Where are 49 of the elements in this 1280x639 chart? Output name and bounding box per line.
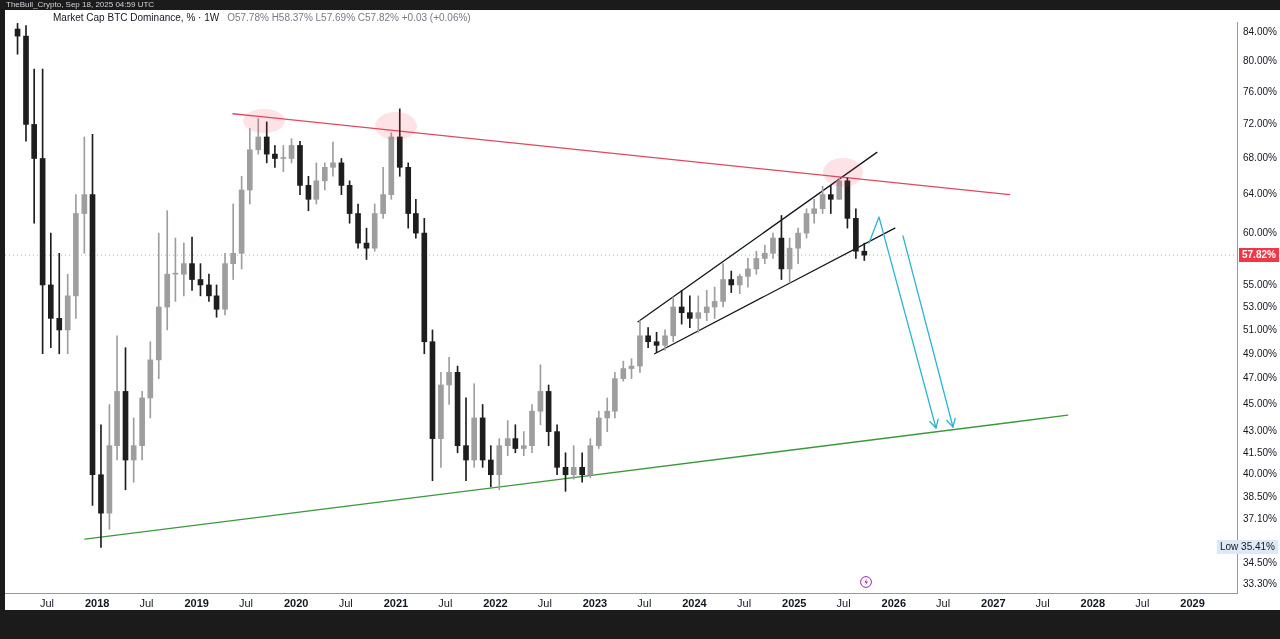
x-tick-label: Jul [238,596,254,609]
x-tick-label: 2023 [582,596,608,609]
y-tick-label: 43.00% [1243,425,1278,437]
x-tick-label: Jul [1035,596,1050,609]
x-tick-label: Jul [39,596,55,609]
y-tick-label: 45.00% [1243,398,1278,410]
y-tick-label: 64.00% [1243,188,1278,200]
x-tick-label: Jul [537,596,552,609]
y-tick-label: 40.00% [1243,468,1278,480]
x-tick-label: 2029 [1180,596,1205,609]
x-tick-label: Jul [438,596,453,609]
y-tick-label: 38.50% [1243,491,1278,503]
x-tick-label: 2020 [283,596,309,609]
x-tick-label: Jul [139,596,154,609]
x-tick-label: 2021 [383,596,409,609]
y-tick-label: 34.50% [1243,556,1278,568]
y-tick-label: 33.30% [1243,577,1278,589]
x-tick-label: 2026 [881,596,907,609]
x-tick-label: 2025 [782,596,807,609]
x-tick-label: 2027 [981,596,1006,609]
y-tick-label: 53.00% [1243,300,1278,312]
annotation: Low 35.41% [1216,540,1278,555]
y-tick-label: 55.00% [1243,278,1278,290]
y-tick-label: 47.00% [1243,372,1278,384]
text: TheBull_Crypto, Sep 18, 2025 04:59 UTC [6,0,155,9]
x-tick-label: Jul [936,596,951,609]
y-tick-label: 76.00% [1243,85,1278,97]
x-tick-label: 2024 [682,596,708,609]
x-tick-label: Jul [338,596,353,609]
x-tick-label: Jul [836,596,851,609]
x-tick-label: Jul [737,596,752,609]
y-tick-label: 68.00% [1243,152,1278,164]
ref-line-label: 57.82% [1239,248,1279,263]
chart-subtitle: O57.78% H58.37% L57.69% C57.82% +0.03 (+0.06%) [227,12,471,23]
y-tick-label: 84.00% [1243,26,1278,38]
y-tick-label: 41.50% [1243,446,1278,458]
x-tick-label: Jul [637,596,652,609]
x-tick-label: 2018 [84,596,110,609]
y-tick-label: 37.10% [1243,513,1278,525]
chart-title: Market Cap BTC Dominance, % · 1W [53,12,220,23]
y-tick-label: 72.00% [1243,118,1278,130]
y-tick-label: 49.00% [1243,347,1278,359]
x-tick-label: 2028 [1080,596,1106,609]
y-tick-label: 51.00% [1243,323,1278,335]
x-tick-label: 2019 [184,596,209,609]
y-tick-label: 60.00% [1243,226,1278,238]
x-tick-label: Jul [1135,596,1150,609]
y-tick-label: 80.00% [1243,55,1278,67]
x-tick-label: 2022 [483,596,508,609]
